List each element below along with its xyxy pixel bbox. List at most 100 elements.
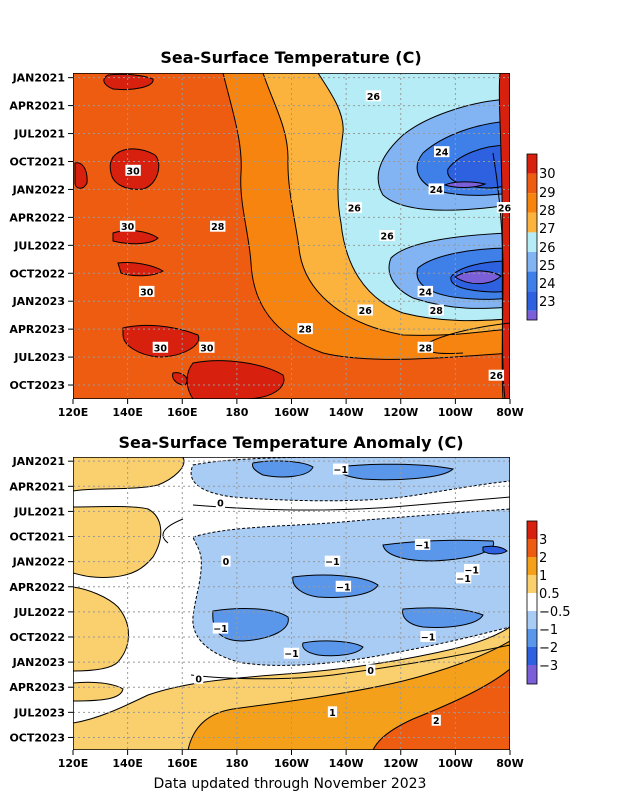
sst-cb-swatch-1: [527, 154, 537, 174]
sst-cb-frame: [526, 153, 538, 321]
sst-contour-label-bg: [139, 285, 155, 297]
anomaly-cb-swatch-6: [527, 611, 537, 629]
sst-contour-label-bg: [152, 341, 169, 353]
sst-y-tick-label: JUL2021: [13, 128, 65, 141]
anomaly-cb-label-7: −2: [539, 641, 558, 656]
sst-contour-label-bg: [434, 146, 450, 158]
sst-contour-label-bg: [417, 285, 434, 297]
sst-axes: 120E 140E 160E 180 160W 140W 120W 100W 80W JAN202…: [9, 72, 523, 419]
sst-contour-label: 30: [140, 287, 154, 298]
anomaly-cb-label-4: 0.5: [539, 587, 560, 602]
anomaly-contour-label: 1: [329, 708, 336, 719]
anomaly-x-tick-label: 120W: [383, 757, 418, 770]
anomaly-contour-label-bg: [420, 630, 436, 642]
anomaly-contour-label-bg: [414, 538, 431, 550]
anomaly-cb-label-3: 1: [539, 569, 547, 584]
anomaly-contour-label: 0: [195, 674, 202, 685]
anomaly-cb-swatch-1: [527, 521, 537, 539]
sst-contour-label-bg: [357, 304, 373, 316]
sst-cb-label-7: 24: [539, 277, 556, 292]
sst-contour-label-bg: [417, 341, 434, 353]
sst-contour-label-bg: [379, 230, 395, 241]
anomaly-cb-label-6: −1: [539, 623, 558, 638]
anomaly-y-tick-label: JUL2022: [13, 606, 65, 619]
sst-cb-swatch-9: [527, 310, 537, 320]
anomaly-colorbar: 3 2 1 0.5 −0.5 −1 −2 −3: [526, 520, 571, 685]
sst-contour-label: 26: [348, 204, 362, 215]
anomaly-cb-label-2: 2: [539, 551, 547, 566]
sst-cb-label-8: 23: [539, 295, 556, 310]
anomaly-contour-label: −1: [325, 557, 340, 568]
anomaly-contour-label: −1: [464, 566, 479, 577]
anomaly-cb-swatch-2: [527, 539, 537, 557]
anomaly-y-tick-label: JAN2021: [12, 455, 65, 468]
anomaly-cb-label-1: 3: [539, 533, 547, 548]
sst-x-tick-label: 180: [225, 406, 248, 419]
sst-contour-labels: 26 24 30 24 26 26 30 28 26 30 24 26 28 28 30 30 28 26: [119, 90, 513, 382]
anomaly-y-tick-label: JUL2023: [13, 706, 65, 719]
sst-contour-label: 28: [211, 222, 225, 233]
anomaly-band-plus2: [372, 668, 510, 750]
anomaly-y-tick-label: APR2021: [9, 480, 65, 493]
anomaly-y-tick-label: JUL2021: [13, 505, 65, 518]
sst-contour-label: 26: [367, 92, 381, 103]
anomaly-x-tick-label: 160W: [274, 757, 309, 770]
sst-cb-label-3: 28: [539, 204, 556, 219]
anomaly-title: Sea-Surface Temperature Anomaly (C): [118, 433, 463, 452]
anomaly-contour-label-bg: [221, 555, 231, 567]
sst-contour-label-bg: [125, 164, 141, 176]
sst-contour-label-bg: [488, 369, 505, 381]
anomaly-band-warm-west: [73, 457, 185, 702]
sst-contour-label: 26: [359, 306, 373, 317]
sst-cb-swatch-6: [527, 252, 537, 272]
anomaly-contour-label: −1: [456, 574, 471, 585]
sst-title: Sea-Surface Temperature (C): [160, 48, 421, 67]
sst-contour-label: 26: [490, 371, 504, 382]
sst-cb-label-5: 26: [539, 241, 556, 256]
sst-y-tick-label: JAN2022: [12, 183, 65, 196]
sst-contour-label: 30: [200, 343, 214, 354]
anomaly-cb-label-5: −0.5: [539, 605, 571, 620]
sst-colorbar: 30 29 28 27 26 25 24 23: [526, 153, 556, 321]
sst-x-tick-label: 120E: [58, 406, 88, 419]
footer-note: Data updated through November 2023: [154, 776, 427, 792]
anomaly-x-tick-label: 100W: [438, 757, 473, 770]
sst-cb-swatch-7: [527, 271, 537, 292]
sst-cb-swatch-4: [527, 212, 537, 233]
anomaly-contour-label: 0: [217, 499, 224, 510]
anomaly-contour-label-bg: [464, 564, 480, 576]
anomaly-y-tick-label: APR2022: [9, 581, 65, 594]
sst-cb-swatch-8: [527, 291, 537, 311]
sst-panel: Sea-Surface Temperature (C) 120E 140E 160E…: [9, 48, 555, 419]
anomaly-cb-frame: [526, 520, 538, 685]
sst-contour-label: 28: [430, 306, 444, 317]
anomaly-band-minus2: [482, 545, 508, 555]
sst-cb-swatch-2: [527, 173, 537, 194]
anomaly-contour-label: −1: [213, 624, 228, 635]
sst-field: [73, 73, 510, 399]
sst-x-tick-label: 100W: [438, 406, 473, 419]
anomaly-contour-label: −1: [421, 632, 436, 643]
sst-contour-label: 24: [419, 287, 433, 298]
anomaly-x-tick-label: 120E: [58, 757, 88, 770]
sst-contour-label: 24: [430, 185, 444, 196]
sst-contour-label-bg: [346, 202, 363, 214]
sst-x-tick-label: 140W: [329, 406, 364, 419]
sst-y-tick-label: OCT2021: [9, 155, 65, 168]
sst-contour-label: 30: [126, 166, 140, 177]
sst-cb-label-6: 25: [539, 259, 556, 274]
sst-contour-label-bg: [365, 90, 382, 102]
sst-cb-swatch-5: [527, 232, 537, 252]
anomaly-contour-label-bg: [455, 572, 472, 584]
sst-contour-label: 26: [380, 232, 394, 243]
sst-x-tick-label: 80W: [496, 406, 523, 419]
anomaly-contour-label-bg: [324, 555, 341, 567]
anomaly-cb-swatch-8: [527, 647, 537, 665]
anomaly-contour-label-bg: [283, 647, 300, 659]
sst-contour-label: 30: [154, 343, 168, 354]
anomaly-contour-label-bg: [366, 664, 376, 676]
sst-y-tick-label: APR2022: [9, 211, 65, 224]
sst-contour-label-bg: [199, 341, 215, 353]
sst-cb-label-2: 29: [539, 186, 556, 201]
